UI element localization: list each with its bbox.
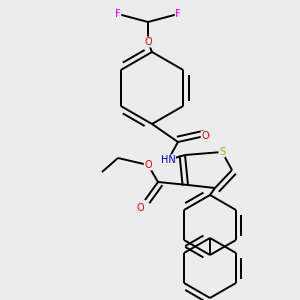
Text: F: F	[175, 9, 181, 19]
Text: HN: HN	[160, 155, 175, 165]
Text: O: O	[201, 131, 209, 141]
Text: O: O	[136, 203, 144, 213]
Text: O: O	[144, 37, 152, 47]
Text: S: S	[219, 147, 225, 157]
Text: F: F	[115, 9, 121, 19]
Text: O: O	[144, 160, 152, 170]
